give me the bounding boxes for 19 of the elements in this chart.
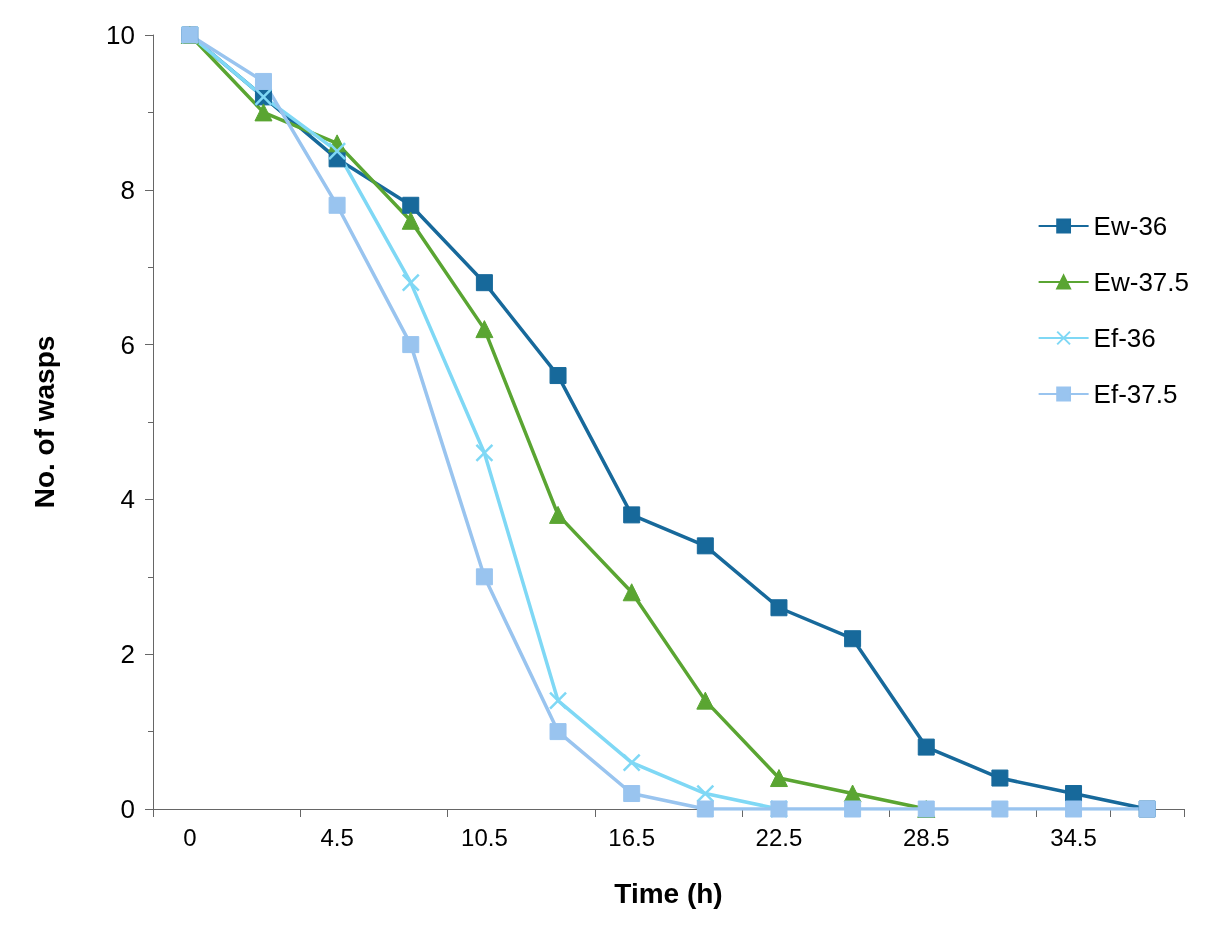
y-tick-label: 0: [120, 794, 135, 824]
x-axis-title: Time (h): [614, 877, 723, 909]
x-tick-label: 22.5: [755, 823, 803, 851]
x-tick-label: 10.5: [461, 823, 508, 851]
x-tick-label: 28.5: [902, 823, 950, 851]
y-tick-label: 2: [120, 639, 135, 670]
x-tick-label: 4.5: [320, 823, 354, 851]
x-tick-label: 34.5: [1050, 823, 1097, 851]
x-tick-label: 0: [183, 823, 197, 851]
y-tick-label: 6: [120, 329, 135, 360]
legend-label: Ef-36: [1093, 323, 1156, 353]
y-axis-title: No. of wasps: [28, 335, 60, 509]
y-tick-label: 8: [120, 174, 135, 205]
x-tick-label: 16.5: [608, 823, 656, 851]
legend-label: Ef-37.5: [1093, 379, 1178, 409]
y-tick-label: 4: [120, 484, 135, 515]
legend-label: Ew-37.5: [1093, 267, 1190, 297]
legend-label: Ew-36: [1093, 211, 1168, 241]
y-tick-label: 10: [106, 20, 135, 50]
